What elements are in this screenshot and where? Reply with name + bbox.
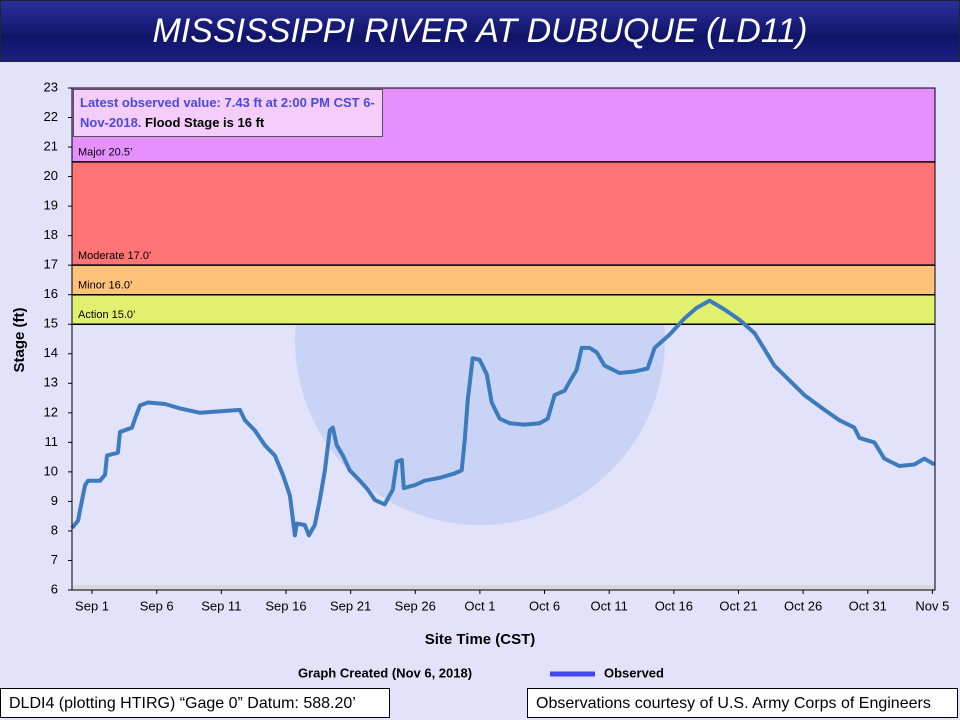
x-tick-label: Oct 16: [655, 598, 693, 613]
y-tick-label: 9: [51, 493, 58, 508]
y-tick-label: 17: [44, 257, 58, 272]
info-flood: Flood Stage is 16 ft: [145, 115, 265, 130]
flood-band: [72, 294, 935, 325]
x-tick-label: Sep 6: [140, 598, 174, 613]
flood-label: Major 20.5’: [78, 147, 132, 159]
y-tick-label: 14: [44, 345, 58, 360]
info-observed: Latest observed value: 7.43 ft at 2:00 P…: [80, 95, 375, 130]
x-tick-label: Sep 11: [201, 598, 241, 613]
y-tick-label: 22: [44, 109, 58, 124]
x-axis-label: Site Time (CST): [425, 631, 536, 648]
y-tick-label: 16: [44, 286, 58, 301]
y-tick-label: 19: [44, 198, 58, 213]
info-box: Latest observed value: 7.43 ft at 2:00 P…: [73, 89, 383, 137]
y-tick-label: 13: [44, 375, 58, 390]
x-tick-label: Oct 21: [719, 598, 757, 613]
y-tick-label: 23: [44, 79, 58, 94]
x-tick-label: Oct 1: [464, 598, 495, 613]
x-tick-label: Nov 5: [915, 598, 949, 613]
x-tick-label: Sep 26: [395, 598, 436, 613]
x-tick-label: Oct 26: [784, 598, 822, 613]
y-tick-label: 20: [44, 168, 58, 183]
y-tick-label: 15: [44, 316, 58, 331]
series-line: [70, 298, 936, 538]
x-tick-label: Sep 21: [330, 598, 371, 613]
y-tick-label: 21: [44, 138, 58, 153]
x-tick-label: Oct 31: [849, 598, 887, 613]
x-tick-label: Oct 11: [591, 598, 628, 613]
y-tick-label: 11: [45, 434, 59, 449]
y-axis-label: Stage (ft): [11, 308, 28, 373]
created-note: Graph Created (Nov 6, 2018): [298, 665, 472, 680]
y-tick-label: 7: [51, 552, 58, 567]
flood-band: [72, 265, 935, 295]
flood-label: Moderate 17.0’: [78, 250, 151, 262]
footer-right: Observations courtesy of U.S. Army Corps…: [527, 688, 958, 718]
legend-label: Observed: [604, 665, 664, 680]
x-tick-label: Sep 16: [265, 598, 306, 613]
flood-label: Minor 16.0’: [78, 280, 132, 292]
y-tick-label: 10: [44, 463, 58, 478]
y-tick-label: 12: [44, 404, 58, 419]
y-tick-label: 8: [51, 522, 58, 537]
flood-band: [72, 161, 935, 266]
y-tick-label: 6: [51, 581, 58, 596]
plot-border: [71, 87, 936, 591]
x-tick-label: Sep 1: [75, 598, 109, 613]
axis-strip: [72, 585, 935, 590]
x-tick-label: Oct 6: [529, 598, 560, 613]
chart-title: MISSISSIPPI RIVER AT DUBUQUE (LD11): [0, 0, 960, 62]
flood-label: Action 15.0’: [78, 309, 135, 321]
y-tick-label: 18: [44, 227, 58, 242]
footer-left: DLDI4 (plotting HTIRG) “Gage 0” Datum: 5…: [0, 688, 390, 718]
